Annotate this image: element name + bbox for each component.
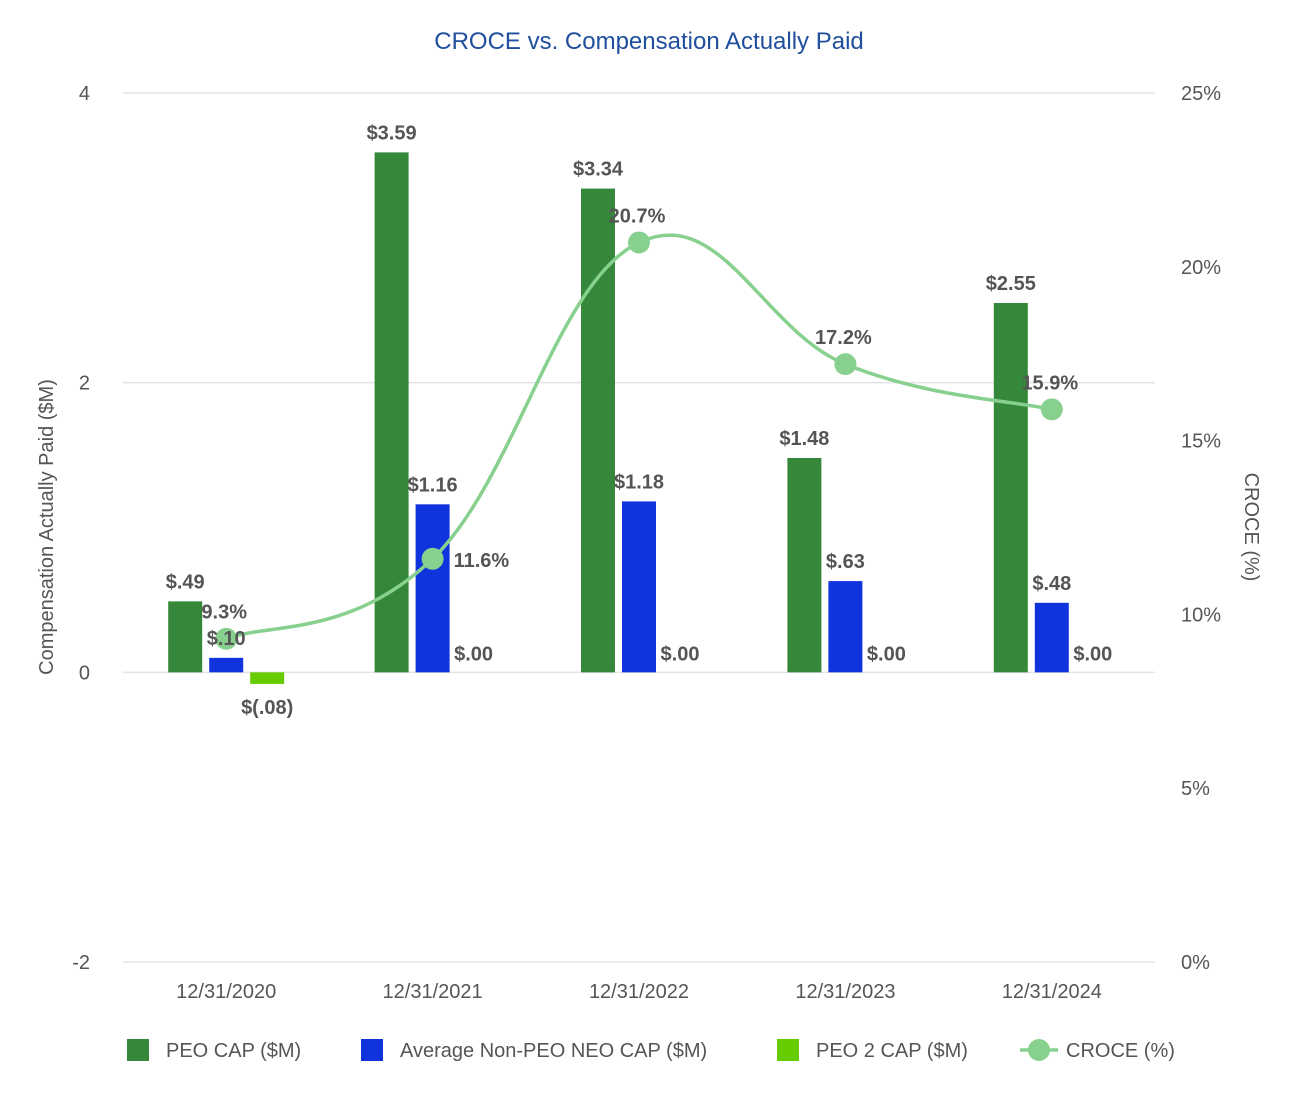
bar-peo-cap-m xyxy=(787,457,822,673)
bar-average-non-peo-neo-cap-m xyxy=(622,501,656,673)
bar-data-label: $.00 xyxy=(867,643,906,665)
bar-peo-2-cap-m xyxy=(250,672,285,684)
bar-data-label: $2.55 xyxy=(986,273,1036,295)
y-tick-label: 2 xyxy=(79,373,90,395)
x-tick-label: 12/31/2022 xyxy=(589,981,689,1003)
y2-tick-label: 15% xyxy=(1181,431,1221,453)
y-tick-label: 4 xyxy=(79,83,90,105)
croce-point xyxy=(215,627,238,650)
croce-data-label: 11.6% xyxy=(454,550,510,572)
y-tick-label: 0 xyxy=(79,662,90,684)
croce-data-label: 15.9% xyxy=(1021,372,1078,394)
bar-peo-cap-m xyxy=(168,601,203,673)
y-axis-title: Compensation Actually Paid ($M) xyxy=(36,379,58,675)
x-tick-label: 12/31/2023 xyxy=(795,981,895,1003)
legend: PEO CAP ($M) Average Non-PEO NEO CAP ($M)… xyxy=(127,1039,1175,1062)
bar-data-label: $.00 xyxy=(1073,643,1112,665)
bar-data-label: $1.48 xyxy=(779,428,829,450)
data-labels: $.49 $3.59 $3.34 $1.48 $2.55 $.10 $1.16 $1.18 $.… xyxy=(166,122,1113,719)
bar-data-label: $.49 xyxy=(166,571,205,593)
bar-data-label: $1.16 xyxy=(408,474,458,496)
bar-peo-cap-m xyxy=(374,152,409,673)
legend-swatch-peo-cap-m xyxy=(127,1039,149,1061)
bar-peo-cap-m xyxy=(993,303,1028,673)
croce-point xyxy=(421,547,444,570)
legend-swatch-peo-2-cap-m xyxy=(777,1039,799,1061)
legend-swatch-marker xyxy=(1028,1039,1050,1061)
croce-line xyxy=(225,233,1053,641)
legend-swatch-average-non-peo-neo-cap-m xyxy=(361,1039,383,1061)
croce-data-label: 9.3% xyxy=(201,602,247,624)
y2-tick-label: 5% xyxy=(1181,778,1210,800)
y2-tick-label: 10% xyxy=(1181,604,1221,626)
bar-data-label: $1.18 xyxy=(614,471,664,493)
chart-title: CROCE vs. Compensation Actually Paid xyxy=(434,28,864,55)
croce-point xyxy=(1040,398,1063,421)
legend-label-croce: CROCE (%) xyxy=(1066,1040,1175,1062)
legend-label-peo-2-cap-m: PEO 2 CAP ($M) xyxy=(816,1040,968,1062)
croce-data-label: 20.7% xyxy=(609,205,666,227)
bar-average-non-peo-neo-cap-m xyxy=(1034,602,1069,673)
bar-average-non-peo-neo-cap-m xyxy=(209,657,244,673)
legend-label-average-non-peo-neo-cap-m: Average Non-PEO NEO CAP ($M) xyxy=(400,1040,707,1062)
croce-data-label: 17.2% xyxy=(815,327,872,349)
croce-point xyxy=(628,231,650,254)
y2-tick-label: 25% xyxy=(1181,83,1221,105)
bar-average-non-peo-neo-cap-m xyxy=(828,581,863,673)
bar-data-label: $.48 xyxy=(1032,573,1071,595)
bar-data-label: $3.34 xyxy=(573,159,624,181)
line-series xyxy=(215,231,1063,650)
bar-data-label: $.10 xyxy=(207,628,246,650)
legend-label-peo-cap-m: PEO CAP ($M) xyxy=(166,1040,301,1062)
y-tick-label: -2 xyxy=(72,952,90,974)
bar-data-label: $.63 xyxy=(826,551,865,573)
x-tick-label: 12/31/2021 xyxy=(383,981,483,1003)
bar-data-label: $(.08) xyxy=(241,697,293,719)
x-tick-label: 12/31/2020 xyxy=(176,981,276,1003)
bar-data-label: $.00 xyxy=(454,643,493,665)
y2-tick-label: 0% xyxy=(1181,952,1210,974)
bar-data-label: $.00 xyxy=(661,643,700,665)
bar-peo-cap-m xyxy=(581,188,615,673)
y2-axis-title: CROCE (%) xyxy=(1240,473,1262,582)
x-tick-label: 12/31/2024 xyxy=(1002,981,1102,1003)
axes: 4 2 0 -2 25% 20% 15% 10% 5% 0% 12/31/2020 12/31/202… xyxy=(72,83,1221,1003)
bar-data-label: $3.59 xyxy=(367,122,417,144)
y2-tick-label: 20% xyxy=(1181,257,1221,279)
bar-average-non-peo-neo-cap-m xyxy=(415,504,450,673)
bar-series xyxy=(168,152,1069,684)
croce-point xyxy=(834,353,857,376)
